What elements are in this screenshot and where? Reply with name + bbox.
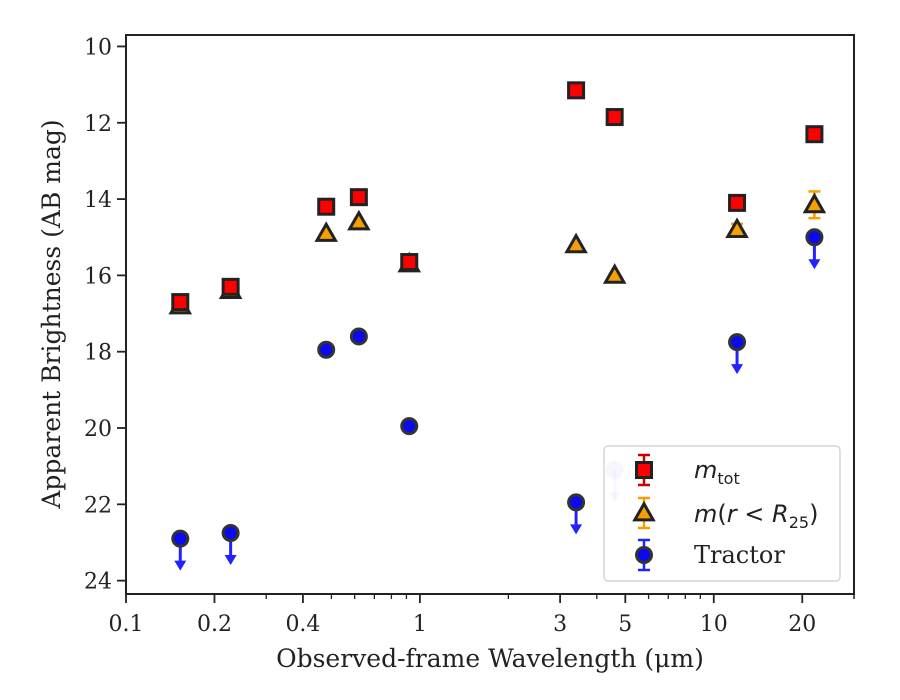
- x-tick-label: 20: [788, 612, 816, 637]
- x-tick-label: 0.1: [109, 612, 144, 637]
- upper-limit-arrowhead: [224, 554, 237, 565]
- y-axis-ticks: 10 12 14 16 18 20 22 24: [84, 35, 126, 595]
- data-point: [802, 192, 827, 214]
- data-point: [221, 277, 240, 296]
- data-point: [317, 197, 336, 216]
- plot-frame: [125, 34, 855, 595]
- y-tick-label: 22: [84, 493, 112, 518]
- series-m-r-r25-: [168, 190, 827, 315]
- data-point: [349, 188, 368, 207]
- x-tick-label: 5: [618, 612, 632, 637]
- data-point: [805, 125, 824, 144]
- upper-limit-arrowhead: [570, 524, 583, 535]
- legend-label-m-tot-base: m: [694, 456, 717, 484]
- x-tick-label: 0.4: [285, 612, 320, 637]
- data-point: [605, 108, 624, 127]
- y-tick-label: 10: [84, 35, 112, 60]
- legend-label-m-r25-R: R: [772, 500, 789, 528]
- data-point: [728, 193, 747, 212]
- legend-label-m-r25-lt: <: [737, 500, 772, 528]
- legend-markers: [632, 453, 656, 572]
- data-point: [349, 327, 368, 346]
- data-point: [564, 232, 588, 254]
- legend-marker-square: [635, 461, 653, 479]
- data-point: [221, 523, 240, 542]
- plot-markers: [168, 81, 827, 571]
- y-tick-label: 24: [84, 570, 112, 595]
- legend-label-m-r25-open: (: [717, 500, 726, 528]
- y-tick-label: 14: [84, 188, 112, 213]
- upper-limit-arrowhead: [731, 364, 744, 375]
- y-tick-label: 18: [84, 341, 112, 366]
- data-point: [567, 493, 586, 512]
- x-axis-title: Observed-frame Wavelength (μm): [276, 644, 704, 673]
- legend-marker-triangle: [632, 500, 656, 522]
- data-point: [728, 333, 747, 352]
- y-tick-label: 20: [84, 417, 112, 442]
- upper-limit-arrowhead: [808, 259, 821, 270]
- legend: mtot m(r < R25) Tractor: [603, 445, 841, 582]
- y-axis-title: Apparent Brightness (AB mag): [37, 119, 66, 509]
- data-point: [602, 263, 627, 284]
- data-point: [400, 417, 419, 436]
- data-point: [400, 253, 419, 272]
- legend-box: [603, 445, 841, 582]
- data-point: [314, 221, 338, 242]
- upper-limit-arrowhead: [174, 560, 187, 571]
- y-tick-label: 12: [84, 112, 112, 137]
- data-point: [317, 340, 336, 359]
- x-tick-label: 3: [553, 612, 567, 637]
- data-point: [347, 209, 371, 231]
- data-point: [725, 217, 749, 239]
- y-tick-label: 16: [84, 264, 112, 289]
- legend-label-m-r25-close: ): [809, 500, 818, 528]
- legend-label-m-tot: mtot: [694, 456, 740, 488]
- x-tick-label: 1: [413, 612, 427, 637]
- x-axis-ticks: 0.1 0.2 0.4 1 3 5 10 20: [109, 594, 855, 637]
- data-point: [171, 293, 190, 312]
- series-tractor: [171, 228, 824, 571]
- data-point: [567, 81, 586, 100]
- series-m-tot: [171, 81, 824, 312]
- legend-marker-circle: [635, 546, 653, 564]
- legend-label-tractor: Tractor: [694, 541, 785, 569]
- data-point: [171, 529, 190, 548]
- x-tick-label: 0.2: [197, 612, 232, 637]
- legend-label-m-r25-sub: 25: [789, 513, 809, 532]
- x-tick-label: 10: [700, 612, 728, 637]
- data-point: [805, 228, 824, 247]
- legend-label-m-r25-m: m: [694, 500, 717, 528]
- legend-label-m-r25: m(r < R25): [694, 500, 818, 532]
- legend-label-m-tot-sub: tot: [717, 469, 739, 488]
- legend-label-m-r25-r: r: [727, 500, 739, 528]
